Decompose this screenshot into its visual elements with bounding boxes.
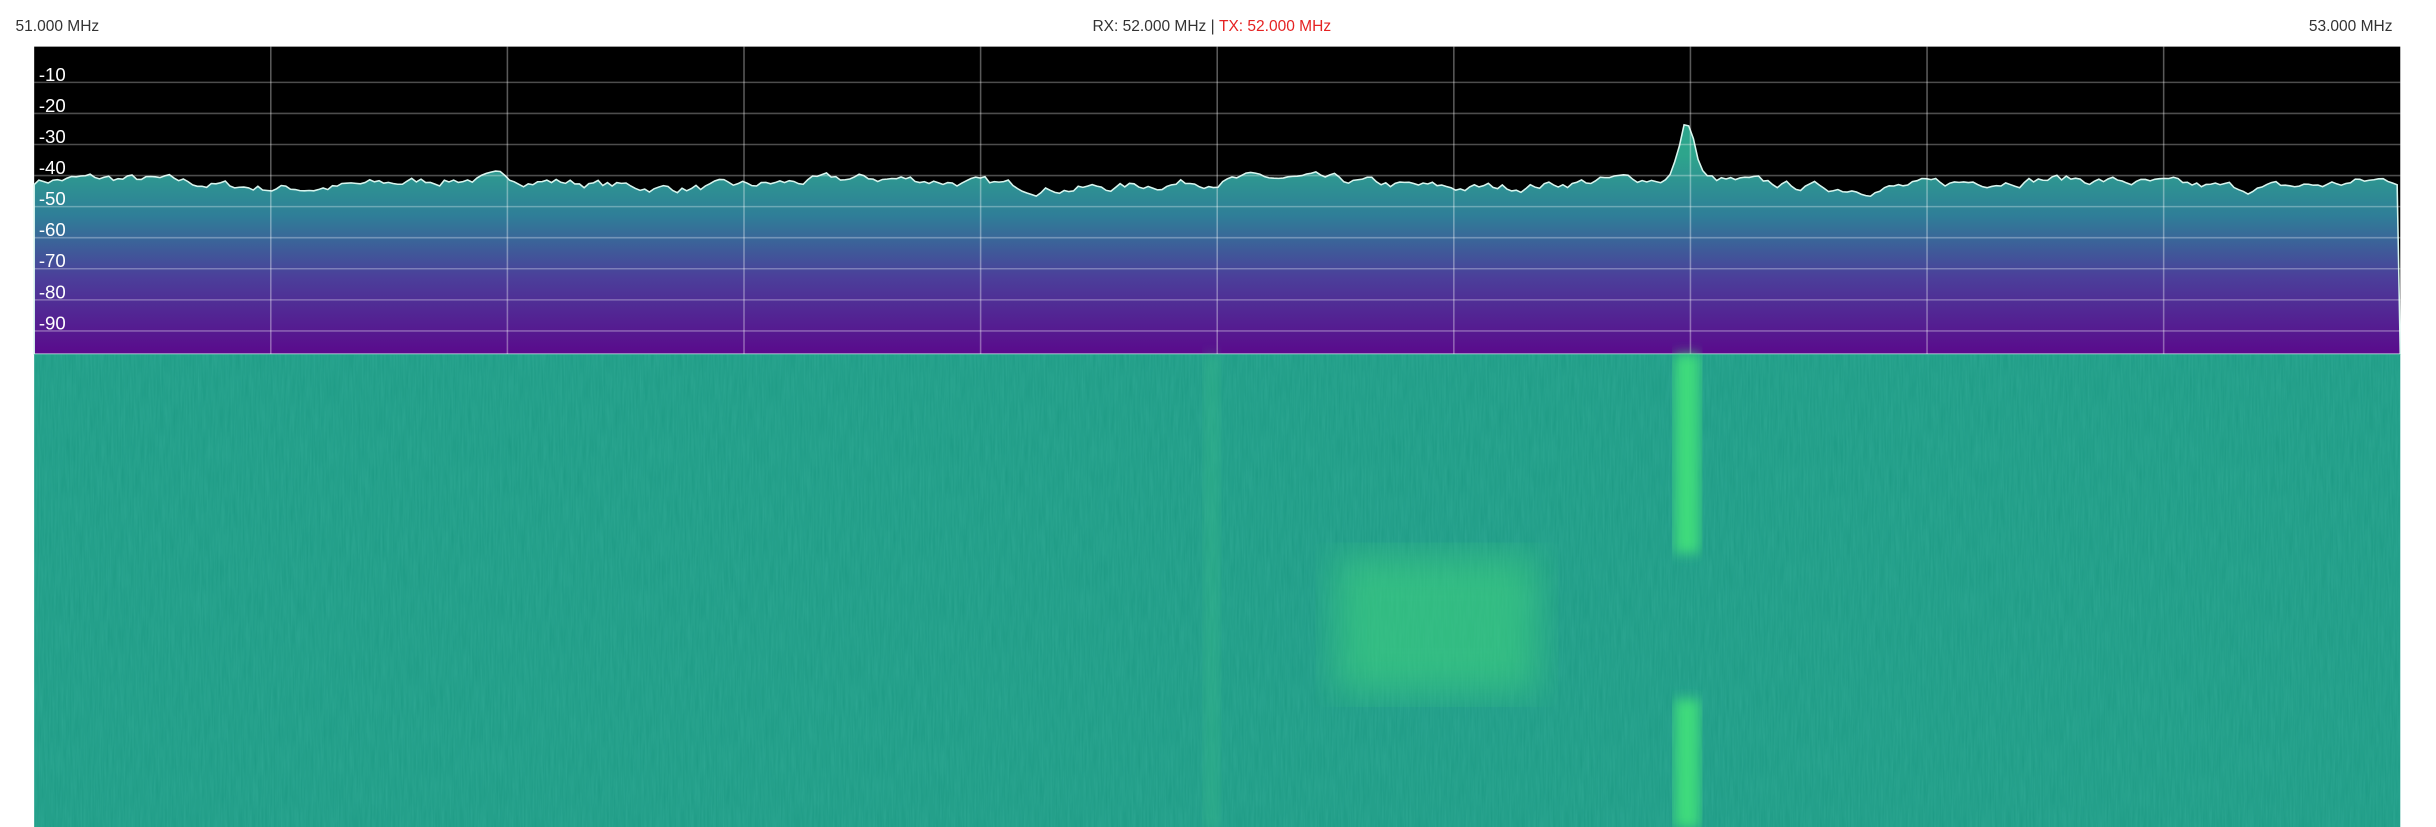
db-label: -90 — [39, 312, 66, 333]
rx-frequency: RX: 52.000 MHz — [1092, 18, 1206, 35]
separator: | — [1206, 18, 1219, 35]
right-frequency: 53.000 MHz — [2309, 18, 2393, 35]
spectrum-grid — [34, 46, 2401, 355]
waterfall-burst — [1336, 556, 1539, 693]
db-label: -50 — [39, 188, 66, 209]
waterfall-carrier — [1674, 354, 1700, 554]
tx-frequency: TX: 52.000 MHz — [1219, 18, 1331, 35]
db-labels: -10 -20 -30 -40 -50 -60 -70 -80 -90 — [39, 64, 66, 334]
waterfall — [34, 354, 2401, 827]
db-label: -60 — [39, 219, 66, 240]
header-bar — [0, 0, 2436, 47]
spectrum-trace — [33, 123, 2402, 356]
db-label: -30 — [39, 126, 66, 147]
db-label: -40 — [39, 157, 66, 178]
db-label: -10 — [39, 64, 66, 85]
db-label: -20 — [39, 95, 66, 116]
waterfall-faint-signal — [1204, 354, 1220, 827]
db-label: -70 — [39, 250, 66, 271]
db-label: -80 — [39, 281, 66, 302]
left-frequency: 51.000 MHz — [16, 18, 100, 35]
center-frequencies: RX: 52.000 MHz | TX: 52.000 MHz — [1092, 18, 1331, 35]
waterfall-carrier — [1674, 699, 1700, 827]
